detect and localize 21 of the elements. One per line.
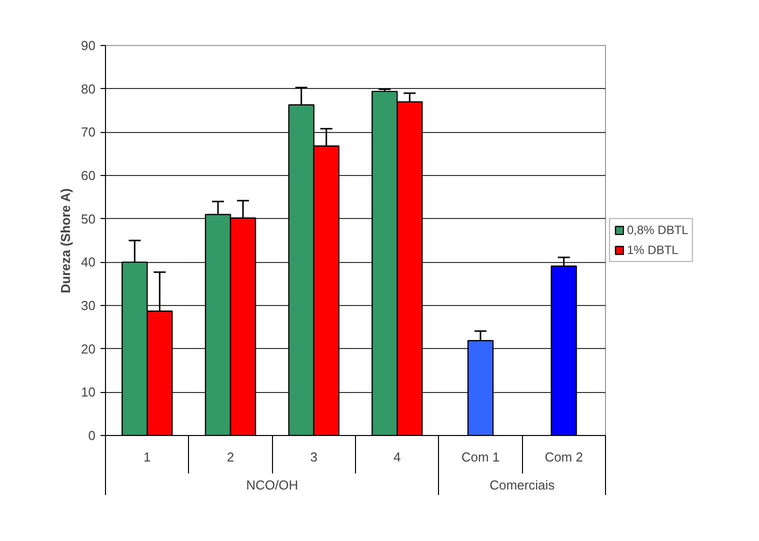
y-tick-label: 20 — [81, 341, 96, 356]
text: Comerciais — [490, 478, 556, 492]
x-tick-label: 3 — [310, 450, 318, 464]
y-axis-title: Dureza (Shore A) — [58, 188, 74, 294]
text: NCO/OH — [246, 478, 298, 492]
x-tick-label: Com 2 — [544, 450, 583, 464]
y-tick-label: 50 — [81, 211, 96, 226]
legend-label: 1% DBTL — [627, 243, 678, 257]
x-tick-label: Com 1 — [461, 450, 500, 464]
legend-label: 0,8% DBTL — [627, 223, 688, 237]
y-tick-label: 10 — [81, 384, 96, 400]
y-tick-label: 80 — [81, 81, 96, 96]
x-tick-label: 2 — [226, 450, 234, 464]
y-tick-label: 60 — [81, 168, 96, 183]
x-tick-label: 1 — [144, 450, 151, 464]
x-tick-label: 4 — [394, 450, 401, 464]
y-tick-label: 0 — [88, 428, 96, 443]
y-tick-label: 70 — [81, 124, 96, 140]
y-tick-label: 90 — [81, 38, 96, 53]
y-tick-label: 40 — [81, 254, 96, 270]
y-tick-label: 30 — [81, 298, 96, 313]
